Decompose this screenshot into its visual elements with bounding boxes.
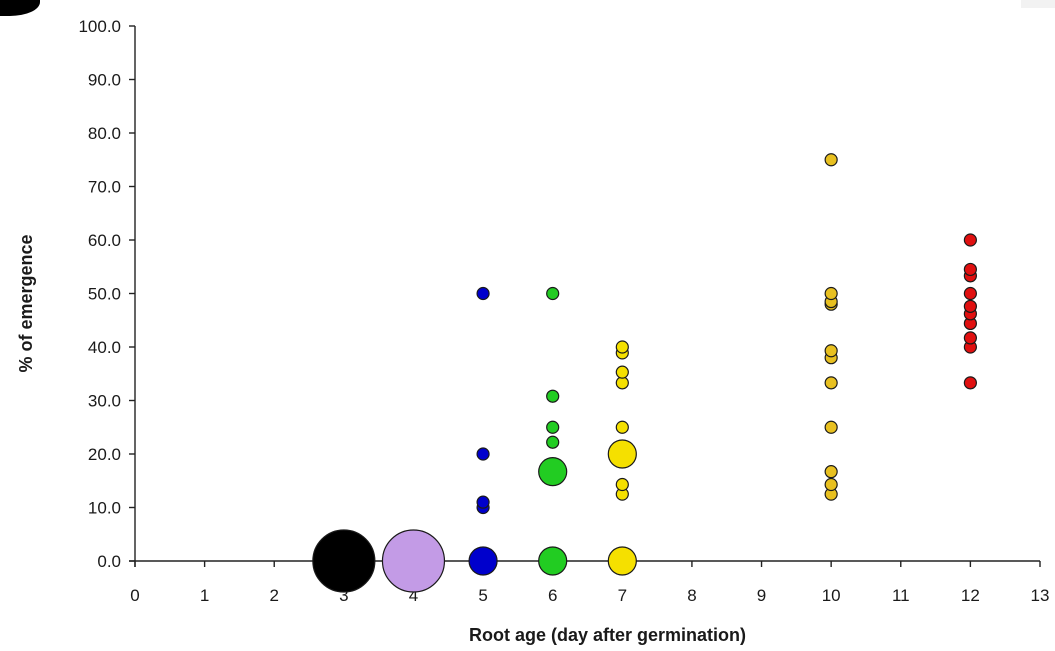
- data-point: [476, 495, 490, 509]
- y-tick-label: 10.0: [88, 499, 121, 518]
- data-points: [312, 153, 977, 593]
- x-tick-label: 0: [130, 586, 139, 605]
- axes: [129, 26, 1040, 567]
- y-axis-title: % of emergence: [16, 234, 36, 372]
- data-point: [963, 286, 977, 301]
- data-point: [824, 376, 838, 390]
- data-point: [312, 529, 376, 593]
- x-tick-label: 4: [409, 586, 418, 605]
- y-axis-ticks: 0.0 10.0 20.0 30.0 40.0 50.0 60.0 70.0 80.0 90.0 1…: [78, 17, 135, 571]
- y-tick-label: 80.0: [88, 124, 121, 143]
- x-tick-label: 9: [757, 586, 766, 605]
- data-point: [963, 262, 977, 277]
- x-tick-label: 3: [339, 586, 348, 605]
- x-tick-label: 7: [618, 586, 627, 605]
- y-tick-label: 60.0: [88, 231, 121, 250]
- data-point: [963, 331, 977, 345]
- data-point: [607, 439, 637, 469]
- x-tick-label: 8: [687, 586, 696, 605]
- data-point: [963, 299, 977, 313]
- data-point: [546, 435, 560, 449]
- data-point: [615, 477, 629, 492]
- data-point: [824, 477, 838, 492]
- data-point: [824, 420, 838, 434]
- data-point: [476, 286, 490, 301]
- x-tick-label: 12: [961, 586, 980, 605]
- data-point: [546, 286, 560, 301]
- data-point: [615, 340, 629, 354]
- x-tick-label: 11: [892, 586, 910, 605]
- data-point: [546, 389, 560, 403]
- x-axis-title: Root age (day after germination): [469, 625, 746, 645]
- data-point: [963, 376, 977, 390]
- data-point: [824, 286, 838, 301]
- data-point: [476, 447, 490, 461]
- x-tick-label: 6: [548, 586, 557, 605]
- data-point: [824, 344, 838, 358]
- data-point: [824, 465, 838, 479]
- x-tick-label: 5: [478, 586, 487, 605]
- data-point: [538, 457, 568, 487]
- data-point: [963, 233, 977, 247]
- x-tick-label: 2: [269, 586, 278, 605]
- corner-mark: [1021, 0, 1055, 8]
- x-tick-label: 10: [822, 586, 841, 605]
- y-tick-label: 30.0: [88, 392, 121, 411]
- y-tick-label: 100.0: [78, 17, 121, 36]
- x-tick-label: 13: [1031, 586, 1050, 605]
- y-tick-label: 0.0: [97, 552, 121, 571]
- x-tick-label: 1: [200, 586, 209, 605]
- data-point: [538, 546, 568, 576]
- x-axis-ticks: 0 1 2 3 4 5 6 7 8 9 10 11 12 13: [130, 561, 1049, 605]
- corner-decoration: [0, 0, 40, 16]
- y-tick-label: 20.0: [88, 445, 121, 464]
- y-tick-label: 40.0: [88, 338, 121, 357]
- data-point: [607, 546, 637, 576]
- y-tick-label: 50.0: [88, 285, 121, 304]
- data-point: [824, 153, 838, 167]
- data-point: [615, 365, 629, 379]
- data-point: [381, 529, 446, 593]
- data-point: [615, 420, 629, 434]
- data-point: [546, 420, 560, 434]
- data-point: [468, 546, 498, 576]
- y-tick-label: 90.0: [88, 71, 121, 90]
- y-tick-label: 70.0: [88, 178, 121, 197]
